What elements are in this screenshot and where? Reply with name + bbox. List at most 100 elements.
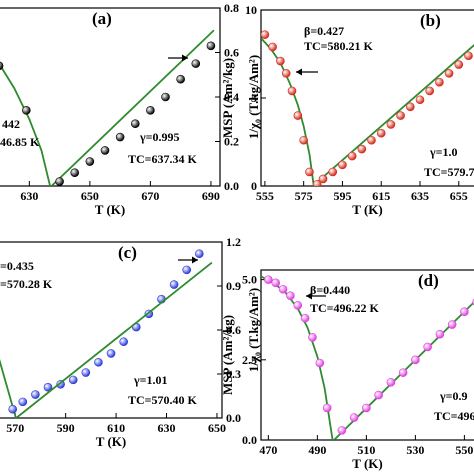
data-point — [300, 313, 310, 323]
y-tick-label: 0.9 — [226, 279, 241, 293]
y-axis-label: MSP (Am²/kg) — [220, 315, 235, 395]
panel-label: (c) — [118, 243, 137, 262]
data-point — [94, 357, 103, 367]
panel-label: (a) — [92, 9, 112, 28]
data-point — [315, 358, 325, 368]
data-point — [276, 56, 285, 66]
panel-label: (d) — [418, 271, 439, 290]
data-point — [286, 291, 295, 300]
data-point — [18, 397, 28, 407]
data-point — [305, 167, 314, 177]
data-point — [43, 382, 53, 392]
data-point — [299, 135, 308, 145]
x-tick-label: 555 — [256, 189, 274, 203]
data-point — [328, 167, 338, 177]
panel-b: 555 575 595 615 635 655 T (K) 0 5 10 MSP (Am²/kg) (… — [220, 3, 474, 217]
x-tick-label: 590 — [57, 421, 75, 435]
y-tick-label: 0.0 — [226, 411, 241, 425]
data-point — [70, 168, 80, 177]
data-point — [8, 404, 17, 414]
axis-arrow-head — [296, 68, 302, 76]
data-point — [0, 61, 4, 71]
data-point — [464, 51, 473, 61]
y-tick-label: 1.2 — [226, 235, 241, 249]
data-point — [106, 349, 116, 358]
y-tick-label: 0.8 — [224, 1, 239, 15]
data-point — [161, 92, 170, 102]
x-axis-label: T (K) — [96, 434, 126, 449]
x-tick-label: 595 — [333, 189, 351, 203]
data-point — [337, 426, 347, 435]
data-point — [338, 160, 347, 170]
panel-a: 630 650 670 690 T (K) 0.0 0.2 0.4 0.6 0.8 1/χ₀ (T.… — [0, 1, 261, 217]
data-point — [278, 284, 288, 294]
data-point — [312, 179, 322, 186]
data-point — [115, 132, 125, 142]
y-axis-label: 1/χ₀ (T.kg/Am²) — [246, 288, 261, 372]
data-point — [357, 144, 367, 154]
tc-right-annotation: TC=579.7 — [424, 165, 474, 179]
data-point — [435, 77, 444, 87]
data-point — [119, 337, 128, 347]
x-tick-label: 650 — [81, 189, 99, 203]
y-tick-label: 2.5 — [242, 353, 257, 367]
data-point — [31, 390, 40, 399]
plot-data — [261, 30, 474, 186]
data-point — [362, 403, 371, 413]
data-point — [182, 265, 191, 275]
tc-left-annotation: =570.28 K — [0, 277, 53, 291]
data-point — [367, 135, 376, 145]
beta-annotation: =0.435 — [0, 259, 34, 273]
axis-arrow-head — [182, 54, 188, 62]
tc-left-annotation: 46.85 K — [0, 135, 40, 149]
data-point — [22, 106, 31, 115]
data-point — [261, 30, 270, 39]
y-tick-label: 5 — [251, 91, 257, 105]
y-tick-label: 0.0 — [224, 179, 239, 193]
data-point — [281, 69, 291, 78]
data-point — [386, 120, 396, 129]
y-tick-label: 0.2 — [224, 135, 239, 149]
data-point — [406, 102, 415, 112]
fit-line — [333, 301, 474, 440]
tc-left-annotation: TC=580.21 K — [304, 39, 374, 53]
plot-data — [261, 275, 474, 440]
tc-right-annotation: TC=496.8 — [434, 409, 474, 423]
data-point — [322, 403, 332, 413]
data-point — [347, 151, 357, 161]
y-tick-label: 0.4 — [224, 90, 239, 104]
data-point — [386, 377, 396, 387]
tc-left-annotation: TC=496.22 K — [310, 301, 380, 315]
x-tick-label: 615 — [372, 189, 390, 203]
x-axis-label: T (K) — [352, 202, 382, 217]
data-point — [85, 157, 95, 166]
axis-arrow-head — [306, 292, 312, 300]
y-axis-label: MSP (Am²/kg) — [220, 58, 235, 138]
x-tick-label: 635 — [411, 189, 429, 203]
data-point — [206, 41, 216, 51]
fit-line — [312, 43, 474, 186]
fit-line — [15, 261, 213, 418]
x-tick-label: 470 — [259, 443, 277, 457]
y-tick-label: 0.0 — [242, 433, 257, 447]
x-tick-label: 575 — [295, 189, 313, 203]
x-tick-label: 510 — [357, 443, 375, 457]
y-tick-label: 5.0 — [242, 273, 257, 287]
data-point — [435, 329, 445, 339]
x-tick-label: 650 — [208, 421, 226, 435]
x-tick-label: 550 — [455, 443, 473, 457]
data-point — [396, 111, 405, 120]
y-tick-label: 10 — [245, 3, 257, 17]
data-point — [374, 390, 383, 400]
y-axis-label: 1/χ₀ (T.kg/Am²) — [246, 55, 261, 139]
data-point — [318, 174, 328, 184]
tc-right-annotation: TC=570.40 K — [128, 393, 198, 407]
x-tick-label: 670 — [141, 189, 159, 203]
data-point — [81, 368, 91, 377]
fit-line — [50, 29, 215, 186]
data-point — [398, 368, 408, 377]
data-point — [68, 375, 78, 385]
fit-line — [0, 63, 51, 186]
data-point — [454, 60, 464, 69]
